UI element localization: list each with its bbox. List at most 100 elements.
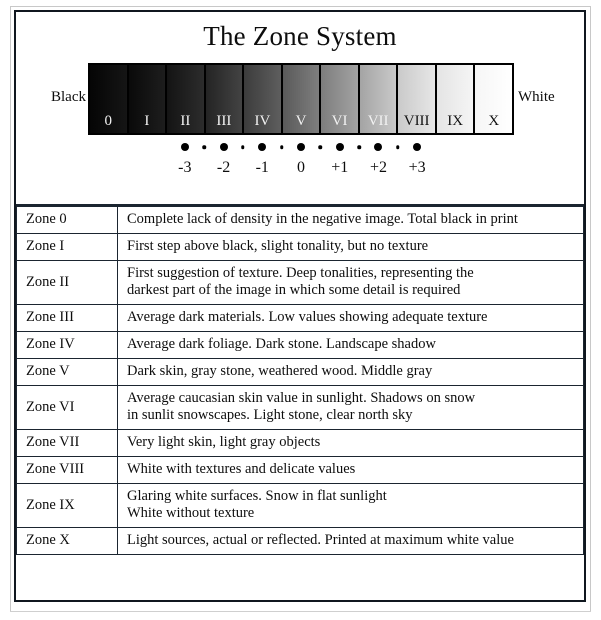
zone-swatch-label: 0: [104, 113, 113, 129]
stop-label: 0: [297, 159, 305, 176]
stop-label: -3: [178, 159, 192, 176]
zone-swatch-I: I: [128, 65, 168, 133]
zone-swatch-label: III: [216, 113, 232, 129]
zone-description-cell: Glaring white surfaces. Snow in flat sun…: [117, 483, 584, 528]
zone-description-cell: First step above black, slight tonality,…: [117, 233, 584, 261]
zone-description-cell: White with textures and delicate values: [117, 456, 584, 484]
zone-swatch-label: II: [180, 113, 191, 129]
zone-description-cell: Dark skin, gray stone, weathered wood. M…: [117, 358, 584, 386]
zone-swatch-label: IV: [254, 113, 271, 129]
zone-description-line: White without texture: [127, 505, 255, 521]
figure-title: The Zone System: [203, 21, 397, 51]
table-row: Zone VIII White with textures and delica…: [16, 456, 584, 484]
table-row: Zone II First suggestion of texture. Deep…: [16, 260, 584, 305]
zone-swatch-label: I: [144, 113, 150, 129]
zone-swatch-0: 0: [90, 65, 129, 133]
page-border-left: [10, 6, 11, 612]
zone-description-line: First step above black, slight tonality,…: [127, 238, 429, 254]
stop-scale: -3 -2 -1 0 +1 +2 +3: [88, 141, 514, 193]
stop-label: -2: [216, 159, 231, 176]
zone-swatch-label: VII: [367, 113, 389, 129]
zone-description-cell: Average caucasian skin value in sunlight…: [117, 385, 584, 430]
zone-swatch-label: IX: [447, 113, 464, 129]
table-row: Zone 0 Complete lack of density in the ne…: [16, 206, 584, 234]
zone-swatch-label: X: [488, 113, 500, 129]
zone-description-line: Average caucasian skin value in sunlight…: [127, 390, 476, 406]
zone-description-line: White with textures and delicate values: [127, 461, 356, 477]
zone-swatch-IV: IV: [244, 65, 283, 133]
stop-dot-half: [202, 145, 206, 149]
zone-swatch-II: II: [167, 65, 206, 133]
table-row: Zone V Dark skin, gray stone, weathered w…: [16, 358, 584, 386]
zone-swatch-IX: IX: [436, 65, 476, 133]
zone-description-line: Dark skin, gray stone, weathered wood. M…: [127, 363, 433, 379]
zone-name-cell: Zone III: [16, 304, 118, 332]
stop-dot-full: [219, 143, 228, 151]
zone-name-cell: Zone VI: [16, 385, 118, 430]
stop-dot-full: [180, 143, 189, 151]
table-row: Zone III Average dark materials. Low valu…: [16, 304, 584, 332]
stop-dot-full: [335, 143, 344, 151]
zone-name-cell: Zone 0: [16, 206, 118, 234]
zone-description-table: Zone 0 Complete lack of density in the ne…: [16, 206, 584, 555]
zone-description-cell: Average dark foliage. Dark stone. Landsc…: [117, 331, 584, 359]
zone-name-cell: Zone X: [16, 527, 118, 555]
zone-description-line: darkest part of the image in which some …: [127, 282, 461, 298]
grayscale-strip-wrapper: 0 I II III IV V VI VII VIII IX X: [88, 63, 514, 135]
stop-dot-half: [241, 145, 245, 149]
zone-swatch-label: V: [295, 113, 307, 129]
zone-swatch-VIII: VIII: [398, 65, 437, 133]
zone-description-cell: Average dark materials. Low values showi…: [117, 304, 584, 332]
zone-description-line: Average dark materials. Low values showi…: [127, 309, 488, 325]
table-row: Zone X Light sources, actual or reflected…: [16, 527, 584, 555]
zone-swatch-VII: VII: [359, 65, 399, 133]
zone-description-line: in sunlit snowscapes. Light stone, clear…: [127, 407, 413, 423]
page-border-right: [590, 6, 591, 612]
zone-name-cell: Zone I: [16, 233, 118, 261]
zone-swatch-III: III: [205, 65, 245, 133]
zone-description-line: Very light skin, light gray objects: [127, 434, 321, 450]
stop-label: +3: [408, 159, 426, 176]
zone-description-line: Glaring white surfaces. Snow in flat sun…: [127, 488, 387, 504]
stop-dot-half: [357, 145, 361, 149]
stop-label: +2: [369, 159, 387, 176]
zone-description-cell: First suggestion of texture. Deep tonali…: [117, 260, 584, 305]
zone-swatch-V: V: [282, 65, 322, 133]
stop-dot-full: [413, 143, 422, 151]
table-row: Zone I First step above black, slight ton…: [16, 233, 584, 261]
table-row: Zone IV Average dark foliage. Dark stone.…: [16, 331, 584, 359]
grayscale-strip: 0 I II III IV V VI VII VIII IX X: [88, 63, 514, 135]
figure-header: The Zone System Black White 0 I II III IV V VI…: [16, 12, 584, 206]
scale-label-white: White: [518, 89, 555, 105]
zone-description-cell: Very light skin, light gray objects: [117, 429, 584, 457]
table-row: Zone VI Average caucasian skin value in s…: [16, 385, 584, 430]
page-border-top: [10, 6, 591, 7]
zone-swatch-label: VIII: [403, 113, 430, 129]
zone-description-line: Average dark foliage. Dark stone. Landsc…: [127, 336, 436, 352]
zone-description-cell: Complete lack of density in the negative…: [117, 206, 584, 234]
stop-dot-half: [279, 145, 284, 149]
scale-label-black: Black: [51, 89, 86, 105]
zone-description-line: Complete lack of density in the negative…: [127, 211, 518, 227]
stop-label: +1: [331, 159, 349, 176]
zone-name-cell: Zone VIII: [16, 456, 118, 484]
zone-description-line: Light sources, actual or reflected. Prin…: [127, 532, 514, 548]
stop-label: -1: [255, 159, 269, 176]
zone-system-figure: The Zone System Black White 0 I II III IV V VI…: [14, 10, 586, 602]
zone-name-cell: Zone II: [16, 260, 118, 305]
zone-name-cell: Zone VII: [16, 429, 118, 457]
stop-dot-half: [318, 145, 323, 149]
stop-dot-full: [374, 143, 383, 151]
table-row: Zone IX Glaring white surfaces. Snow in f…: [16, 483, 584, 528]
page-border-bottom: [10, 611, 591, 612]
zone-swatch-X: X: [475, 65, 513, 133]
zone-description-cell: Light sources, actual or reflected. Prin…: [117, 527, 584, 555]
zone-table-body: Zone 0 Complete lack of density in the ne…: [16, 206, 584, 555]
zone-swatch-label: VI: [331, 113, 348, 129]
zone-description-line: First suggestion of texture. Deep tonali…: [127, 265, 474, 281]
zone-name-cell: Zone V: [16, 358, 118, 386]
stop-dot-half: [396, 145, 400, 149]
table-row: Zone VII Very light skin, light gray obje…: [16, 429, 584, 457]
stop-dot-full: [258, 143, 267, 151]
